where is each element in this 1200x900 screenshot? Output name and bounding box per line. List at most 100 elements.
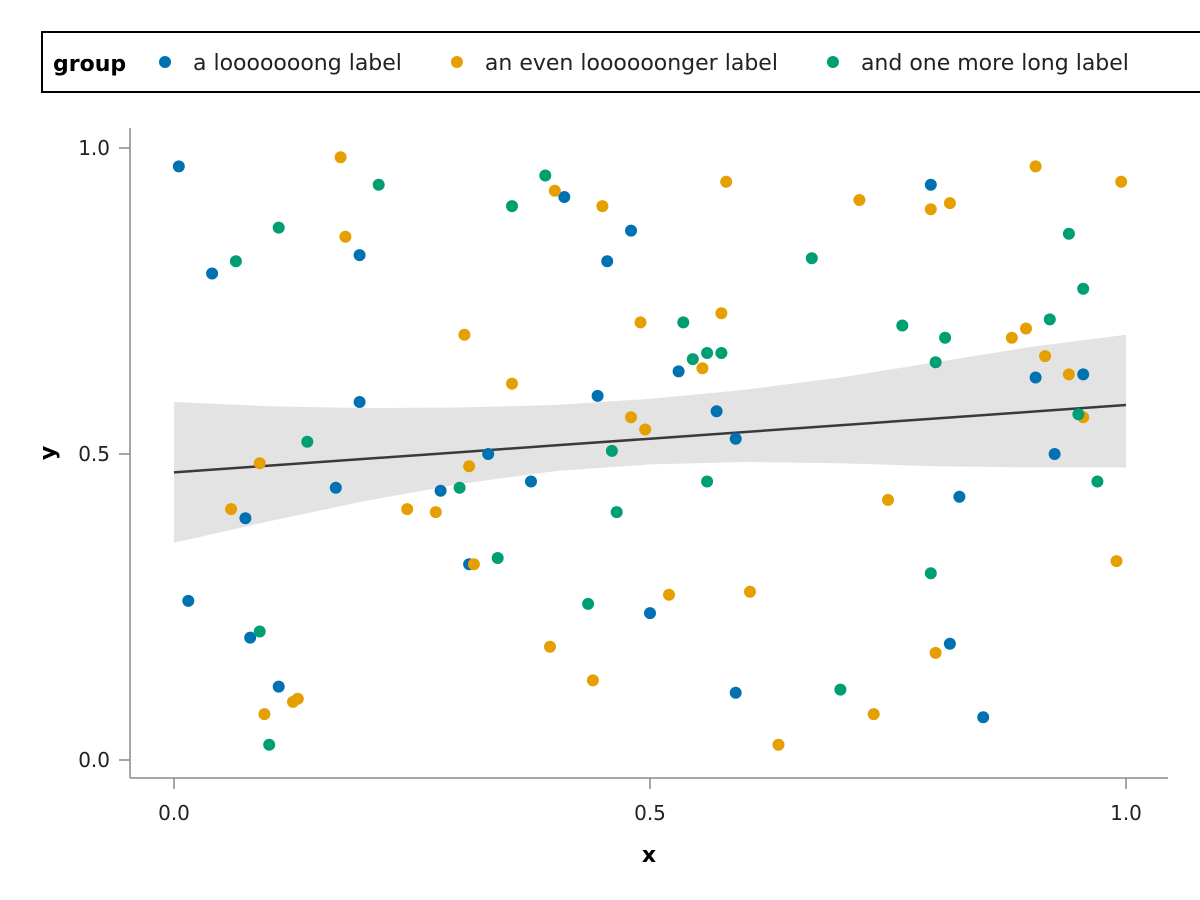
x-tick-label-1: 0.0	[158, 801, 190, 825]
point-series-3-24	[1043, 313, 1056, 326]
point-series-3-7	[453, 481, 466, 494]
axes: 0.0 0.5 1.0 0.0 0.5 1.0 x y	[36, 128, 1168, 868]
point-series-2-39	[586, 674, 599, 687]
point-series-2-12	[506, 377, 518, 390]
point-series-1-15	[591, 389, 604, 402]
point-series-1-5	[353, 396, 366, 408]
point-series-2-26	[924, 203, 937, 216]
point-series-2-27	[929, 646, 942, 659]
point-series-3-28	[1091, 475, 1104, 488]
point-series-1-22	[1029, 371, 1042, 384]
point-series-3-23	[939, 331, 952, 344]
point-series-3-26	[1072, 408, 1085, 421]
point-series-2-23	[853, 194, 866, 206]
point-series-3-19	[834, 683, 847, 696]
point-series-3-5	[301, 435, 314, 448]
point-series-1-14	[672, 365, 685, 378]
x-tick-label-2: 0.5	[634, 801, 666, 825]
point-series-1-25	[644, 607, 656, 620]
point-series-2-18	[696, 362, 709, 375]
point-series-1-9	[329, 481, 342, 494]
point-series-1-26	[729, 686, 742, 699]
point-series-1-10	[558, 191, 571, 203]
point-series-1-1	[172, 160, 185, 173]
point-series-1-29	[353, 249, 366, 262]
point-series-2-14	[596, 200, 609, 213]
point-series-1-12	[601, 255, 614, 268]
point-series-2-16	[639, 423, 652, 436]
point-series-1-2	[182, 594, 195, 607]
x-tick-label-3: 1.0	[1110, 801, 1142, 825]
point-series-2-11	[467, 558, 480, 571]
point-series-3-8	[491, 552, 504, 564]
y-tick-label-2: 0.5	[78, 442, 110, 466]
y-tick-label-3: 1.0	[78, 136, 110, 160]
point-series-3-10	[539, 169, 552, 182]
point-series-2-20	[720, 175, 733, 188]
y-tick-label-1: 0.0	[78, 748, 110, 772]
legend-entries: a looooooong label an even loooooonger la…	[159, 51, 1129, 76]
legend-label-2: an even loooooonger label	[485, 51, 778, 76]
point-series-1-16	[729, 432, 742, 445]
point-series-3-9	[506, 200, 518, 213]
point-series-3-12	[605, 444, 618, 457]
point-series-2-36	[1115, 175, 1128, 188]
point-series-3-1	[229, 255, 242, 268]
point-series-2-8	[429, 506, 442, 519]
point-series-1-4	[239, 512, 252, 525]
point-series-3-2	[253, 625, 266, 638]
legend-title: group	[53, 52, 126, 77]
point-series-3-3	[263, 738, 276, 751]
point-series-3-25	[1062, 227, 1075, 240]
point-series-1-17	[710, 405, 723, 418]
point-series-2-3	[258, 708, 271, 721]
point-series-2-5	[291, 692, 304, 705]
point-series-2-13	[548, 184, 561, 197]
point-series-3-14	[677, 316, 690, 329]
point-series-1-19	[943, 637, 956, 650]
legend-marker-1	[159, 56, 171, 68]
point-series-2-33	[1062, 368, 1075, 381]
x-axis-title: x	[642, 843, 656, 868]
point-series-2-24	[867, 708, 880, 721]
legend: group a looooooong label an even loooooon…	[41, 31, 1200, 93]
point-series-1-24	[272, 680, 285, 693]
legend-label-3: and one more long label	[861, 51, 1129, 76]
point-series-3-17	[715, 347, 728, 359]
point-series-2-15	[634, 316, 647, 329]
points-layer	[172, 151, 1128, 751]
point-series-3-20	[896, 319, 909, 332]
point-series-3-15	[686, 353, 699, 366]
point-series-2-2	[253, 457, 266, 470]
point-series-2-19	[715, 307, 728, 320]
point-series-2-7	[401, 503, 414, 516]
point-series-2-30	[1020, 322, 1032, 335]
point-series-2-6	[339, 230, 352, 243]
point-series-3-4	[272, 221, 285, 234]
point-series-1-21	[1048, 448, 1061, 460]
point-series-3-21	[924, 567, 937, 580]
point-series-1-27	[953, 490, 966, 503]
legend-box	[41, 31, 1200, 93]
point-series-1-3	[206, 267, 219, 280]
y-ticks: 0.0 0.5 1.0	[78, 136, 130, 772]
point-series-1-11	[625, 224, 637, 237]
point-series-1-20	[977, 711, 990, 724]
point-series-2-28	[943, 197, 956, 210]
point-series-2-1	[225, 503, 238, 516]
regression-line	[173, 403, 1127, 474]
point-series-1-8	[482, 448, 495, 460]
point-series-3-22	[929, 356, 942, 369]
point-series-2-35	[1110, 555, 1123, 568]
point-series-2-40	[625, 411, 637, 424]
point-series-2-32	[1039, 350, 1052, 363]
y-axis-title: y	[36, 446, 61, 460]
legend-label-1: a looooooong label	[193, 51, 402, 76]
point-series-3-13	[610, 506, 623, 519]
point-series-2-25	[882, 493, 894, 506]
point-series-3-11	[582, 597, 595, 610]
point-series-2-22	[772, 738, 785, 751]
point-series-1-6	[434, 484, 447, 497]
point-series-2-38	[544, 640, 556, 653]
